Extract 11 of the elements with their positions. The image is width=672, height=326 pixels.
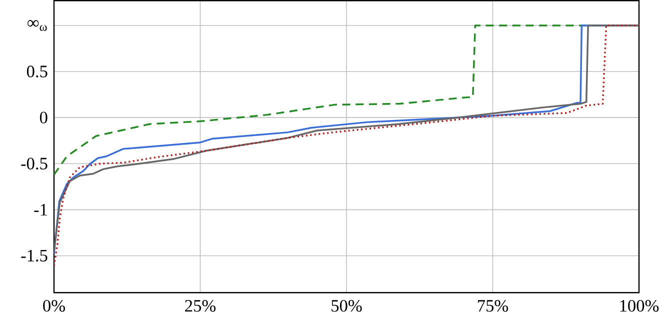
x-tick-label: 25% bbox=[185, 300, 216, 312]
x-tick-label: 75% bbox=[478, 300, 508, 312]
y-tick-label: -1.5 bbox=[21, 250, 48, 262]
x-tick-label: 100% bbox=[620, 300, 659, 312]
y-tick-label: ∞$_{ω}$ bbox=[28, 20, 47, 32]
y-tick-label: -0.5 bbox=[21, 158, 48, 170]
y-tick-label: 0.5 bbox=[26, 66, 48, 78]
y-tick-label: -1 bbox=[34, 204, 47, 216]
y-tick-label: 0 bbox=[40, 112, 48, 124]
x-tick-label: 0% bbox=[43, 300, 65, 312]
x-tick-label: 50% bbox=[332, 300, 362, 312]
